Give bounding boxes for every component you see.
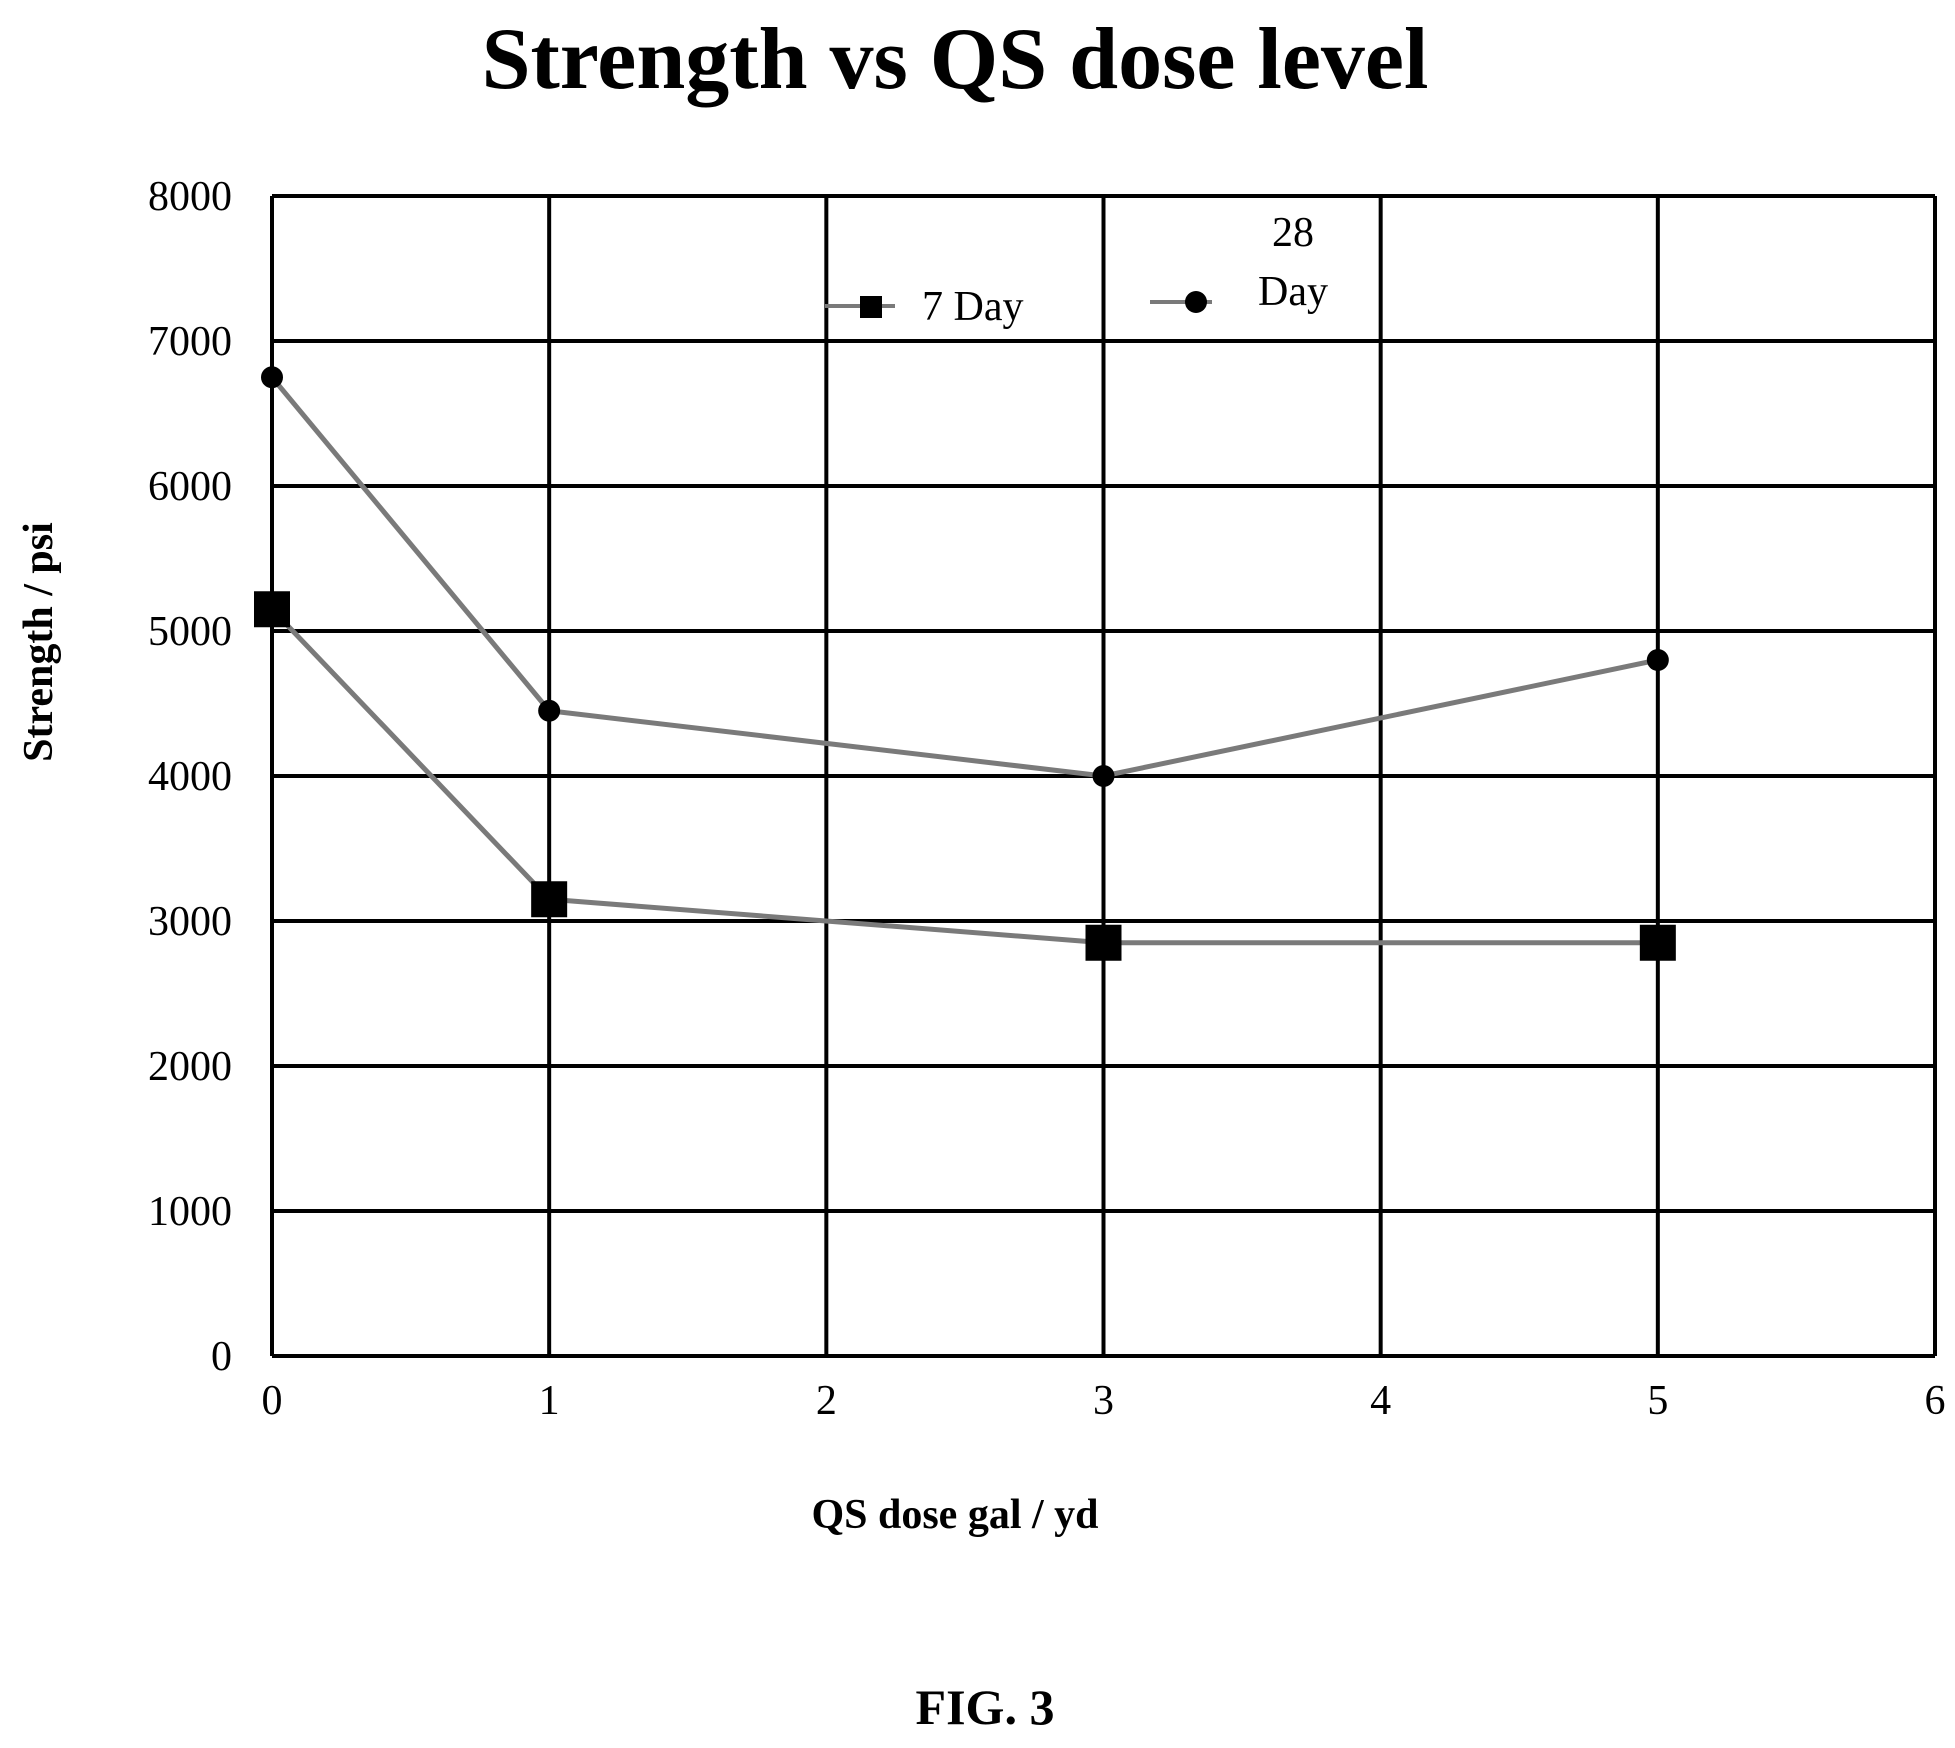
x-tick-label: 5 <box>1647 1378 1668 1424</box>
y-axis-ticks: 0 1000 2000 3000 4000 5000 6000 7000 8000 <box>148 174 232 1380</box>
y-tick-label: 6000 <box>148 464 232 510</box>
data-point-7-day <box>1639 924 1676 961</box>
data-point-7-day <box>531 881 568 918</box>
data-point-7-day <box>1085 924 1122 961</box>
y-tick-label: 7000 <box>148 319 232 365</box>
y-tick-label: 5000 <box>148 609 232 655</box>
legend-label-28-day-line1: 28 <box>1272 210 1314 256</box>
chart-title: Strength vs QS dose level <box>482 11 1429 108</box>
y-tick-label: 0 <box>211 1334 232 1380</box>
y-tick-label: 2000 <box>148 1044 232 1090</box>
data-point-28-day <box>538 699 561 722</box>
y-tick-label: 4000 <box>148 754 232 800</box>
series <box>254 366 1676 961</box>
legend-marker-28-day <box>1185 291 1207 313</box>
data-point-28-day <box>1646 649 1669 671</box>
figure-label: FIG. 3 <box>916 1679 1055 1735</box>
y-axis-label: Strength / psi <box>16 522 62 762</box>
legend-label-7-day: 7 Day <box>922 284 1023 330</box>
data-point-28-day <box>1092 765 1115 787</box>
data-point-7-day <box>254 591 290 628</box>
y-tick-label: 1000 <box>148 1189 232 1235</box>
x-tick-label: 3 <box>1093 1378 1114 1424</box>
x-tick-label: 0 <box>262 1378 283 1424</box>
legend: 7 Day 28 Day <box>825 210 1328 330</box>
x-tick-label: 2 <box>816 1378 837 1424</box>
series-line-7-day <box>270 607 1658 946</box>
x-tick-label: 4 <box>1370 1378 1391 1424</box>
x-axis-ticks: 0 1 2 3 4 5 6 <box>262 1378 1946 1424</box>
series-line-28-day <box>270 375 1659 779</box>
legend-marker-7-day <box>860 296 882 318</box>
x-tick-label: 1 <box>539 1378 560 1424</box>
x-axis-label: QS dose gal / yd <box>811 1492 1098 1538</box>
legend-label-28-day-line2: Day <box>1258 269 1328 315</box>
data-point-28-day <box>261 366 283 389</box>
y-tick-label: 3000 <box>148 899 232 945</box>
y-tick-label: 8000 <box>148 174 232 220</box>
x-tick-label: 6 <box>1925 1378 1946 1424</box>
